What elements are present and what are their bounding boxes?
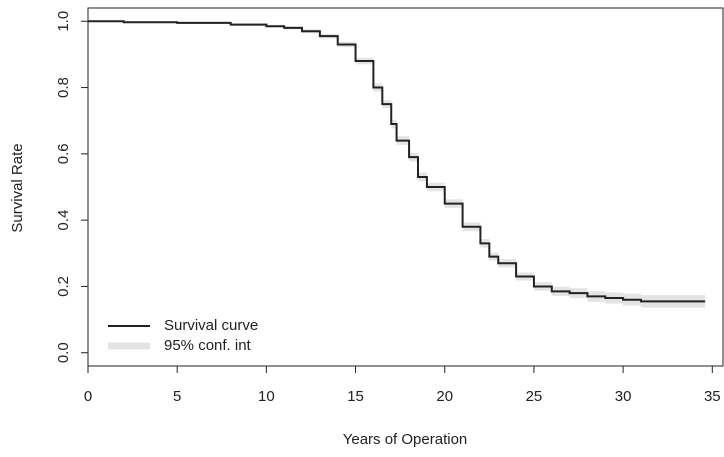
y-tick-label: 0.8 <box>55 77 72 98</box>
legend-label: Survival curve <box>164 317 258 334</box>
plot-frame <box>87 7 724 367</box>
y-tick-label: 1.0 <box>55 11 72 32</box>
x-tick-label: 30 <box>615 388 632 405</box>
y-tick-label: 0.0 <box>55 342 72 363</box>
y-tick-label: 0.4 <box>55 210 72 231</box>
y-axis-label: Survival Rate <box>9 143 26 232</box>
y-tick-label: 0.6 <box>55 143 72 164</box>
x-tick-label: 20 <box>436 388 453 405</box>
survival-line <box>88 20 706 303</box>
x-tick-label: 0 <box>84 388 92 405</box>
x-tick-label: 35 <box>704 388 721 405</box>
x-tick-label: 5 <box>173 388 181 405</box>
y-tick-label: 0.2 <box>55 276 72 297</box>
x-axis-label: Years of Operation <box>343 431 468 448</box>
x-tick-label: 15 <box>347 388 364 405</box>
x-tick-label: 10 <box>258 388 275 405</box>
legend-label: 95% conf. int <box>164 337 252 354</box>
x-tick-label: 25 <box>526 388 543 405</box>
confidence-band <box>88 21 706 308</box>
